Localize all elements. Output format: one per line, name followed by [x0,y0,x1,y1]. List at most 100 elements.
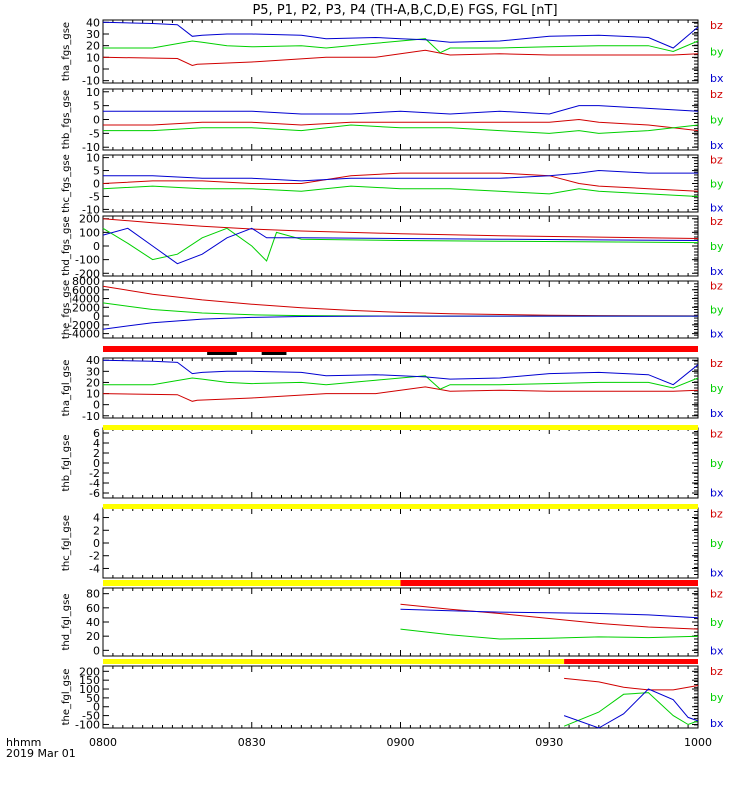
series-bx-line [102,315,698,330]
status-segment-yellow [103,659,565,664]
panel-thc-fgl-gse: 420-2-4 thc_fgl_gse bz by bx [61,507,724,579]
y-tick-label: 100 [79,683,100,696]
time-axis: hhmm 2019 Mar 01 0800 0830 0900 0930 1000 [6,736,712,760]
y-tick-label: 8000 [72,275,100,288]
status-segment-red [400,580,698,586]
status-bar [103,425,698,430]
y-tick-label: 10 [86,388,100,401]
legend-bx: bx [710,407,724,420]
y-tick-label: -200 [75,267,100,280]
y-axis-label: tha_fgl_gse [61,360,72,417]
series-by-line [102,227,699,262]
series-by-line [103,375,699,390]
legend-bx: bx [710,139,724,152]
legend-bz: bz [710,508,723,521]
y-tick-label: -50 [82,710,100,723]
legend-bz: bz [710,665,723,678]
series-bz-line [102,49,699,67]
series-bz-line [102,386,699,402]
y-tick-label: -2 [89,467,100,480]
y-tick-label: -4 [89,562,100,575]
series-by-line [103,124,699,134]
legend-bx: bx [710,717,724,730]
panel-frame [102,154,699,213]
legend-bx: bx [710,327,724,340]
panel-frame [102,427,699,499]
y-tick-label: 2 [93,447,100,460]
y-tick-label: 0 [93,63,100,76]
legend-bz: bz [710,280,723,293]
y-tick-label: 0 [93,701,100,714]
y-tick-label: 0 [93,240,100,253]
status-bar [103,580,698,586]
series-bz-line [103,118,699,132]
y-tick-label: 10 [86,86,100,99]
series-bz-line [102,285,699,317]
panel-frame [102,665,699,729]
series-bx-line [563,688,699,729]
series-bx-line [102,227,699,265]
status-segment-yellow [103,504,698,509]
legend-bx: bx [710,72,724,85]
y-axis-label: thb_fgs_gse [61,90,72,149]
legend-bz: bz [710,428,723,441]
legend-by: by [710,382,724,395]
series-by-line [102,185,699,197]
status-bar [103,659,698,664]
y-tick-label: 20 [86,40,100,53]
y-tick-label: 100 [79,226,100,239]
legend-by: by [710,114,724,127]
status-marker [207,352,237,355]
legend-bx: bx [710,201,724,214]
status-marker [261,352,287,355]
y-axis-label: tha_fgs_gse [61,22,72,81]
y-tick-label: 20 [86,630,100,643]
y-tick-label: 0 [93,537,100,550]
y-tick-label: 0 [93,457,100,470]
x-tick-label: 0800 [89,736,117,749]
plot-title: P5, P1, P2, P3, P4 (TH-A,B,C,D,E) FGS, F… [252,3,557,18]
y-tick-label: 30 [86,365,100,378]
status-bar [103,504,698,509]
y-tick-label: -4 [89,477,100,490]
y-tick-label: 4000 [72,293,100,306]
y-tick-label: -4000 [68,328,100,341]
series-bx-line [102,359,699,386]
y-tick-label: 6000 [72,284,100,297]
y-tick-label: -6 [89,487,100,500]
y-axis-label: thd_fgl_gse [61,594,72,651]
y-tick-label: 50 [86,692,100,705]
y-tick-label: 0 [93,644,100,657]
y-tick-label: 2000 [72,301,100,314]
legend-by: by [710,178,724,191]
series-by-line [103,38,699,54]
y-tick-label: 10 [86,51,100,64]
x-tick-label: 1000 [684,736,712,749]
y-tick-label: -5 [89,127,100,140]
y-axis-label: thb_fgl_gse [61,435,72,492]
y-tick-label: -2000 [68,319,100,332]
legend-by: by [710,46,724,59]
y-tick-label: 6 [93,427,100,440]
y-tick-label: -100 [75,718,100,731]
y-tick-label: 150 [79,674,100,687]
x-axis-label: hhmm [6,736,41,749]
legend-bx: bx [710,566,724,579]
y-tick-label: 60 [86,602,100,615]
y-tick-label: 0 [93,114,100,127]
y-tick-label: 200 [79,213,100,226]
status-segment-red [103,346,698,352]
series-by-line [400,628,699,640]
y-tick-label: 5 [93,100,100,113]
series-bx-line [400,608,699,619]
series-by-line [102,302,698,317]
series-bx-line [103,169,698,182]
panel-frame [102,215,699,277]
legend-bx: bx [710,265,724,278]
y-axis-label: thd_fgs_gse [61,216,72,275]
panel-frame [102,507,699,579]
